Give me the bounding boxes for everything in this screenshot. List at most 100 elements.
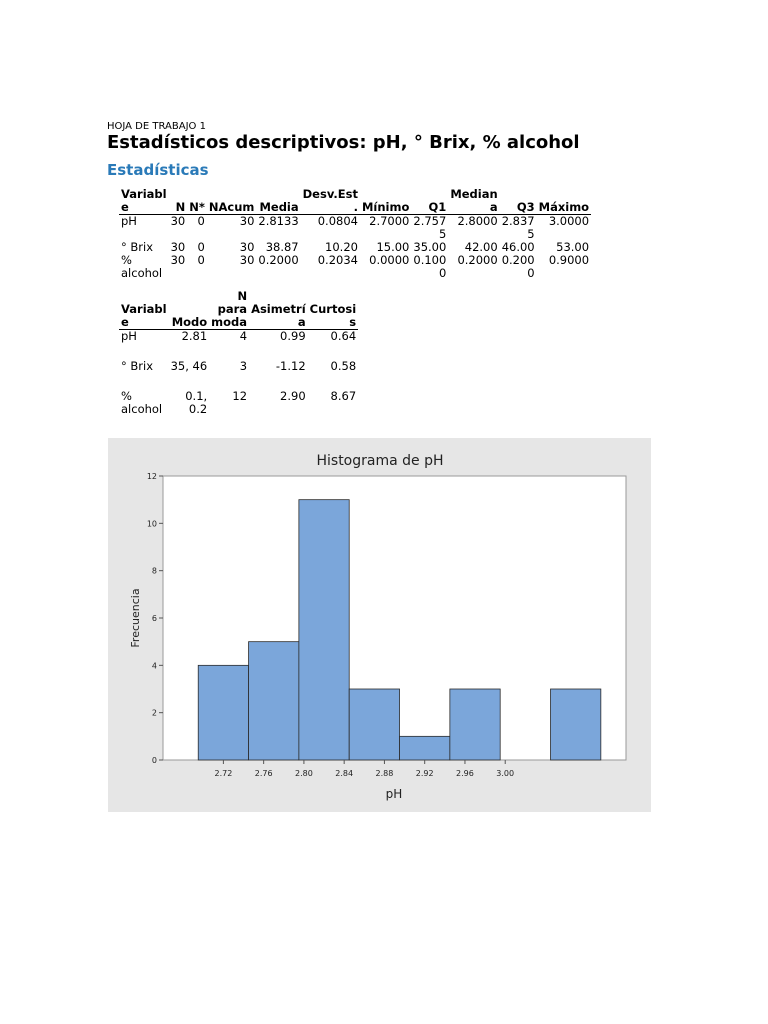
table-cell: % alcohol	[121, 253, 163, 280]
table-row: % alcohol 0.1, 0.2 12 2.90 8.67	[119, 388, 358, 420]
x-tick-label: 2.92	[416, 769, 434, 778]
table-cell: ° Brix	[121, 240, 154, 254]
table-cell: 2.757 5	[413, 214, 447, 241]
table-cell: 12	[232, 388, 248, 403]
table-cell: 0.1, 0.2	[185, 388, 208, 416]
column-header: N*	[187, 188, 207, 215]
histogram-bar	[298, 499, 350, 761]
column-header: Media	[256, 188, 301, 215]
section-heading: Estadísticas	[107, 161, 209, 179]
table-cell: 35, 46	[170, 358, 208, 373]
y-tick-label: 0	[152, 756, 157, 765]
x-tick-label: 2.72	[214, 769, 232, 778]
table-cell: 0.2000	[457, 253, 498, 267]
histogram-chart: Histograma de pH 0 2 4 6 8 10 12 2.72 2.76 2.80 2…	[108, 438, 651, 812]
table-cell: 0.0000	[369, 253, 410, 267]
column-header: Variabl e	[119, 187, 169, 215]
table-body: pH 30 0 30 2.8133 0.0804 2.7000 2.757 5 2.8000 2.8…	[119, 215, 591, 281]
histogram-bar	[197, 664, 249, 761]
column-header: Modo	[168, 290, 210, 330]
table-cell: 10.20	[325, 240, 358, 254]
table-cell: 0.0804	[317, 214, 358, 228]
column-header: N	[168, 188, 188, 215]
histogram-bar	[449, 688, 501, 761]
table-header-row: Variabl e N N* NAcum Media Desv.Est. Mínimo Q1 Me…	[119, 187, 592, 215]
table-cell: pH	[121, 214, 137, 228]
table-cell: 8.67	[330, 388, 357, 403]
table-cell: 2.837 5	[501, 214, 535, 241]
table-cell: 0	[197, 214, 205, 228]
y-tick-label: 6	[152, 614, 157, 623]
table-row: ° Brix 30 0 30 38.87 10.20 15.00 35.00 42.00 46.0…	[119, 241, 591, 254]
table-body: pH 2.81 4 0.99 0.64 ° Brix 35, 46 3 -1.12 0.58 % al…	[119, 330, 358, 420]
histogram-bar	[399, 735, 451, 761]
column-header: Q3	[499, 188, 537, 215]
y-tick-label: 10	[147, 519, 157, 528]
y-tick-label: 2	[152, 709, 157, 718]
column-header: Desv.Est.	[300, 187, 360, 215]
table-cell: pH	[121, 329, 137, 343]
table-cell: 0.9000	[548, 253, 590, 267]
table-cell: 0.64	[330, 329, 357, 343]
column-header: Variabl e	[119, 290, 169, 330]
histogram-bar	[248, 641, 300, 761]
table-cell: 3	[239, 358, 248, 373]
table-cell: 0.99	[280, 329, 306, 343]
x-tick-label: 2.84	[335, 769, 353, 778]
x-tick-label: 2.76	[255, 769, 273, 778]
table-cell: 0.2034	[317, 253, 358, 267]
stats-table: Variabl e N N* NAcum Media Desv.Est. Mínimo Q1 Me…	[119, 187, 592, 281]
column-header: Q1	[411, 188, 449, 215]
table-row: pH 2.81 4 0.99 0.64	[119, 330, 358, 360]
table-cell: 30	[170, 214, 186, 228]
table-cell: 30	[239, 253, 255, 267]
y-axis-label: Frecuencia	[129, 588, 142, 647]
x-tick-label: 3.00	[496, 769, 514, 778]
table-cell: 2.90	[280, 388, 306, 403]
table-cell: 2.8133	[258, 214, 299, 228]
table-cell: 2.8000	[457, 214, 498, 228]
x-tick-label: 2.88	[376, 769, 394, 778]
table-cell: 30	[239, 214, 255, 228]
table-cell: 15.00	[376, 240, 410, 254]
worksheet-label: HOJA DE TRABAJO 1	[107, 121, 206, 132]
table-cell: 46.00	[501, 240, 535, 254]
y-tick-label: 8	[152, 567, 157, 576]
table-cell: 0.58	[330, 358, 357, 373]
chart-title: Histograma de pH	[316, 453, 443, 469]
column-header: Mínimo	[359, 188, 412, 215]
table-cell: -1.12	[275, 358, 306, 373]
y-tick-label: 12	[147, 472, 157, 481]
bars-group	[197, 499, 602, 761]
table-row: % alcohol 30 0 30 0.2000 0.2034 0.0000 0.100 0 0.2…	[119, 254, 591, 280]
table-row: ° Brix 35, 46 3 -1.12 0.58	[119, 358, 358, 390]
column-header: NAcum	[206, 188, 257, 215]
table-cell: ° Brix	[121, 358, 154, 373]
page-title: Estadísticos descriptivos: pH, ° Brix, %…	[107, 132, 580, 153]
table-cell: 0	[197, 253, 205, 267]
table-cell: 30	[170, 240, 186, 254]
table-cell: 42.00	[464, 240, 498, 254]
table-cell: 3.0000	[548, 214, 590, 228]
x-axis-label: pH	[386, 787, 403, 801]
column-header: Median a	[448, 187, 500, 215]
histogram-bar	[550, 688, 602, 761]
histogram-bar	[348, 688, 400, 761]
table-cell: 2.81	[181, 329, 208, 343]
table-cell: 0.100 0	[413, 253, 447, 280]
table-cell: 4	[239, 329, 248, 343]
table-cell: 53.00	[556, 240, 590, 254]
table-cell: 2.7000	[369, 214, 410, 228]
table-cell: 0	[197, 240, 205, 254]
table-cell: 30	[170, 253, 186, 267]
table-cell: 0.2000	[258, 253, 299, 267]
x-tick-label: 2.80	[295, 769, 313, 778]
table-row: pH 30 0 30 2.8133 0.0804 2.7000 2.757 5 2.8000 2.8…	[119, 215, 591, 242]
y-axis: 0 2 4 6 8 10 12	[147, 472, 163, 765]
column-header: Máximo	[536, 188, 592, 215]
